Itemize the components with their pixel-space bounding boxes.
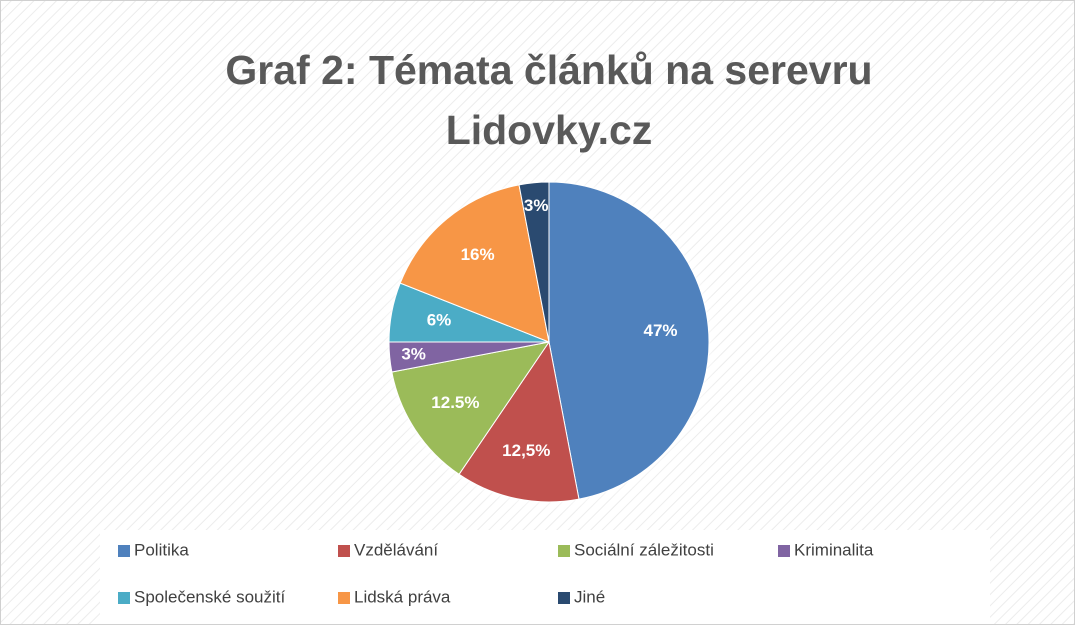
legend-label: Společenské soužití xyxy=(134,587,285,606)
pie-slice xyxy=(548,181,710,500)
data-label: 3% xyxy=(401,344,426,363)
legend-label: Vzdělávání xyxy=(354,540,438,559)
pie-slice xyxy=(518,181,550,343)
data-label: 12.5% xyxy=(431,393,479,412)
legend-swatch xyxy=(118,592,130,604)
data-label: 3% xyxy=(524,196,549,215)
legend-swatch xyxy=(558,545,570,557)
legend-label: Politika xyxy=(134,540,189,559)
legend-label: Kriminalita xyxy=(794,540,874,559)
legend-swatch xyxy=(338,592,350,604)
legend-swatch xyxy=(778,545,790,557)
legend-label: Sociální záležitosti xyxy=(574,540,714,559)
pie-slice xyxy=(458,340,580,503)
data-label: 6% xyxy=(427,310,452,329)
legend-swatch xyxy=(118,545,130,557)
pie-slice xyxy=(391,341,551,476)
data-label: 12,5% xyxy=(502,441,550,460)
chart-title: Graf 2: Témata článků na serevru Lidovky… xyxy=(225,47,873,153)
legend-label: Lidská práva xyxy=(354,587,451,606)
legend-swatch xyxy=(558,592,570,604)
legend-area xyxy=(100,530,990,624)
legend-label: Jiné xyxy=(574,587,605,606)
pie-slice xyxy=(399,184,550,343)
legend-swatch xyxy=(338,545,350,557)
data-label: 47% xyxy=(643,321,677,340)
data-label: 16% xyxy=(461,245,495,264)
